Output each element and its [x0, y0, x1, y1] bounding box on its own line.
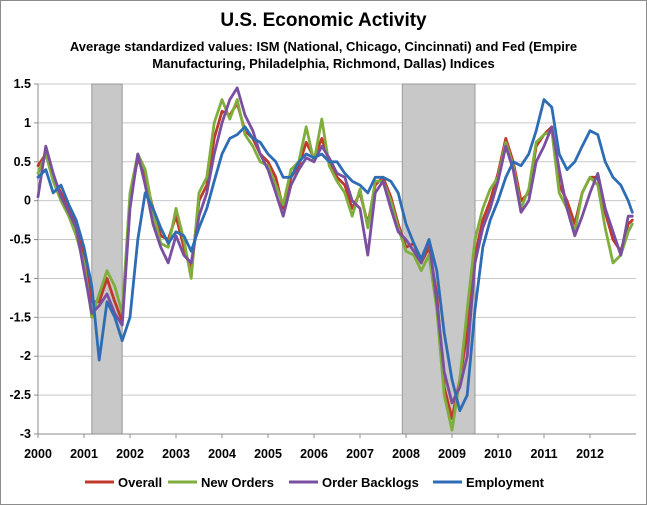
- y-tick-label-9: -3: [20, 427, 31, 441]
- y-tick-label-0: 1.5: [14, 77, 31, 91]
- x-tick-label-12: 2012: [576, 447, 604, 461]
- y-tick-label-3: 0: [24, 194, 31, 208]
- legend-label-new-orders: New Orders: [201, 475, 274, 490]
- x-tick-label-7: 2007: [346, 447, 374, 461]
- x-tick-label-11: 2011: [530, 447, 557, 461]
- x-tick-label-6: 2006: [300, 447, 328, 461]
- legend-label-order-backlogs: Order Backlogs: [322, 475, 419, 490]
- chart-subtitle: Average standardized values: ISM (Nation…: [40, 38, 607, 72]
- chart-subtitle-line-1: Average standardized values: ISM (Nation…: [69, 39, 578, 54]
- x-tick-label-4: 2004: [208, 447, 236, 461]
- y-tick-label-7: -2: [20, 349, 31, 363]
- x-tick-label-3: 2003: [162, 447, 190, 461]
- legend-label-overall: Overall: [118, 475, 162, 490]
- chart-subtitle-line-2: Manufacturing, Philadelphia, Richmond, D…: [152, 56, 495, 71]
- chart-title: U.S. Economic Activity: [220, 10, 427, 31]
- y-tick-label-8: -2.5: [9, 388, 31, 402]
- series-line-order-backlogs: [36, 86, 634, 405]
- y-tick-label-5: -1: [20, 271, 31, 285]
- x-tick-label-5: 2005: [254, 447, 282, 461]
- x-tick-label-9: 2009: [438, 447, 466, 461]
- y-tick-label-4: -0.5: [9, 233, 31, 247]
- x-tick-label-2: 2002: [116, 447, 144, 461]
- y-tick-label-1: 1: [24, 116, 31, 130]
- series-line-employment: [36, 98, 634, 413]
- recession-band-1: [91, 83, 123, 435]
- y-tick-label-2: 0.5: [14, 155, 31, 169]
- recession-band-2: [401, 83, 476, 435]
- x-tick-label-1: 2001: [70, 447, 98, 461]
- y-tick-label-6: -1.5: [9, 310, 31, 324]
- x-tick-label-10: 2010: [484, 447, 512, 461]
- x-tick-label-8: 2008: [392, 447, 420, 461]
- legend-label-employment: Employment: [466, 475, 545, 490]
- x-tick-label-0: 2000: [24, 447, 52, 461]
